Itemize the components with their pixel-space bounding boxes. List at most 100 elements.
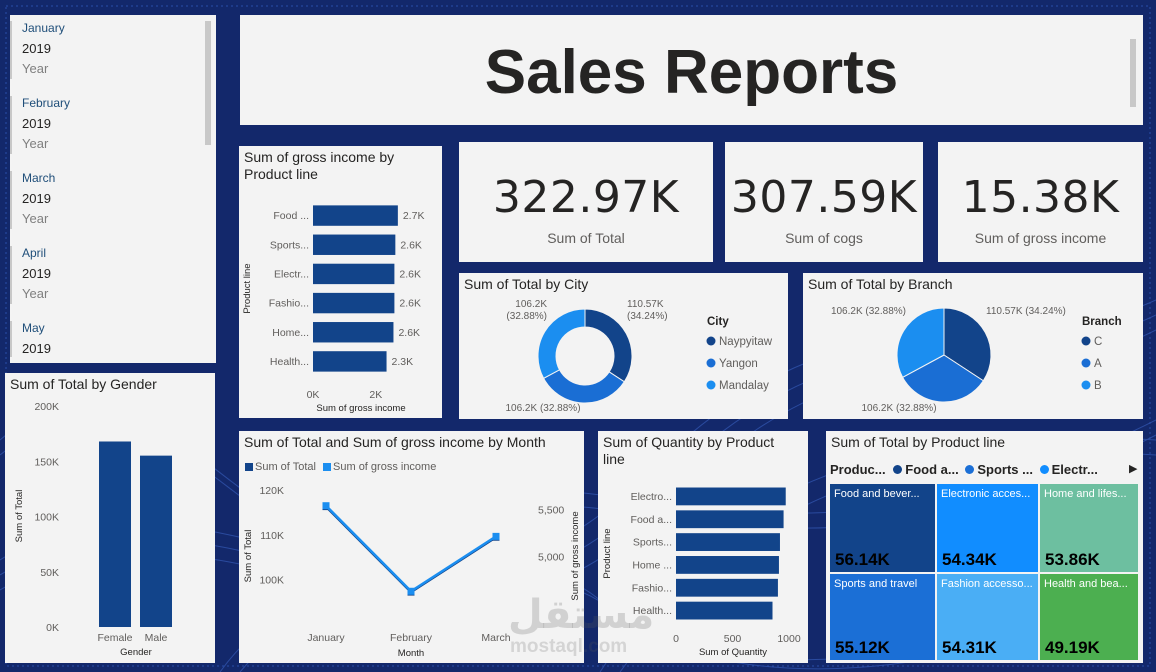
chart-title: Sum of Total by Branch [808, 276, 953, 292]
category-label: Home... [272, 327, 309, 339]
month-line-chart: 120K 110K 100K 5,500 5,000 January February Mar… [243, 485, 581, 659]
y-axis-title: Product line [242, 263, 253, 313]
category-label: Electro... [631, 491, 672, 503]
kpi-card-gross-income: 15.38K Sum of gross income [938, 142, 1143, 262]
category-label: Sports... [270, 239, 309, 251]
slicer-item-year[interactable]: 2019 [22, 41, 51, 56]
slicer-item-month[interactable]: January [22, 21, 65, 35]
slicer-item-year[interactable]: 2019 [22, 341, 51, 356]
treemap-cell-label: Fashion accesso... [941, 578, 1033, 590]
treemap-cell-value: 49.19K [1045, 638, 1100, 657]
treemap-cell[interactable]: Health and bea... 49.19K [1040, 574, 1138, 660]
y-axis-title: Product line [602, 528, 613, 578]
legend-marker [323, 463, 332, 472]
treemap-cell-label: Home and lifes... [1044, 488, 1127, 500]
legend-item: C [1094, 336, 1102, 348]
chart-title: Sum of Total by Product line [831, 434, 1006, 450]
slicer-scrollbar[interactable] [205, 21, 211, 145]
kpi-value: 15.38K [961, 172, 1120, 223]
legend-item: Naypyitaw [719, 336, 773, 348]
category-label: Female [97, 632, 132, 644]
treemap-cell[interactable]: Fashion accesso... 54.31K [937, 574, 1038, 660]
x-tick-label: 500 [724, 633, 742, 645]
gender-chart-card: Sum of Total by Gender 200K 150K 100K 50K 0K… [5, 373, 215, 663]
kpi-card-total: 322.97K Sum of Total [459, 142, 713, 262]
data-label: 2.6K [400, 239, 422, 251]
data-label: 2.6K [398, 327, 420, 339]
treemap-cell[interactable]: Home and lifes... 53.86K [1040, 484, 1138, 572]
y-tick-label: 100K [259, 575, 284, 587]
x-axis-title: Sum of gross income [316, 403, 405, 414]
chart-title: Sum of Quantity by Product line [603, 434, 775, 467]
slicer-item-divider [10, 96, 12, 154]
slicer-item-year[interactable]: 2019 [22, 116, 51, 131]
x-tick-label: 2K [369, 389, 382, 401]
data-label: 2.6K [399, 298, 421, 310]
treemap-cell-label: Food and bever... [834, 488, 920, 500]
watermark-arabic: مستقل [508, 593, 655, 637]
gender-bar-chart: 200K 150K 100K 50K 0K Female Male Gender Sum of … [14, 401, 172, 658]
y-tick-label: 0K [46, 622, 59, 634]
y-axis-title: Sum of Total [14, 490, 25, 543]
treemap: Food and bever... 56.14K Electronic acces.… [830, 484, 1138, 660]
legend-item: Sum of gross income [333, 461, 437, 473]
legend-title: Branch [1082, 316, 1122, 328]
data-label: 2.3K [392, 356, 414, 368]
bar [676, 578, 778, 597]
city-chart-card: Sum of Total by City 110.57K (34.24%) 106.… [459, 273, 788, 419]
legend-item: A [1094, 358, 1102, 370]
slicer-item-field[interactable]: Year [22, 286, 49, 301]
header-scrollbar[interactable] [1130, 39, 1136, 107]
y-tick-label: 50K [40, 567, 59, 579]
month-slicer[interactable]: January 2019 Year February 2019 Year March 2019… [10, 15, 216, 363]
kpi-label: Sum of Total [547, 230, 625, 246]
bar [676, 533, 780, 551]
page-title: Sales Reports [484, 38, 899, 107]
legend-marker [1081, 380, 1091, 390]
treemap-cell[interactable]: Sports and travel 55.12K [830, 574, 935, 660]
pie-slice [896, 307, 945, 379]
month-line-chart-card: Sum of Total and Sum of gross income by … [239, 431, 584, 663]
legend-marker [965, 465, 975, 474]
legend-item: Food a... [905, 462, 959, 477]
slicer-item-divider [10, 321, 12, 357]
legend-marker [706, 358, 716, 368]
category-label: Food a... [631, 514, 672, 526]
slicer-item-field[interactable]: Year [22, 61, 49, 76]
category-label: Fashio... [632, 582, 672, 594]
legend-next-arrow-icon[interactable]: ▶ [1129, 463, 1138, 475]
y-right-tick-label: 5,000 [538, 551, 564, 563]
category-label: Electr... [274, 268, 309, 280]
series-line [325, 504, 497, 593]
y-tick-label: 100K [34, 512, 59, 524]
legend-item: Mandalay [719, 380, 769, 392]
y-right-tick-label: 5,500 [538, 504, 564, 516]
pie-slice [584, 308, 633, 383]
legend-item: Yangon [719, 358, 758, 370]
x-axis-title: Gender [120, 647, 152, 658]
x-axis-title: Sum of Quantity [699, 647, 767, 658]
category-label: Food ... [273, 210, 309, 222]
x-tick-label: January [307, 632, 345, 644]
category-label: Sports... [633, 537, 672, 549]
data-label: 106.2K (32.88%) [861, 403, 936, 414]
x-tick-label: 1000 [777, 633, 801, 645]
kpi-card-cogs: 307.59K Sum of cogs [725, 142, 923, 262]
slicer-item-month[interactable]: February [22, 96, 71, 110]
gross-income-chart-card: Sum of gross income by Product line Food … [239, 146, 442, 418]
treemap-cell-value: 53.86K [1045, 550, 1100, 569]
series-point [322, 502, 330, 510]
slicer-item-year[interactable]: 2019 [22, 191, 51, 206]
chart-title: Sum of Total and Sum of gross income by … [244, 434, 546, 450]
treemap-cell[interactable]: Food and bever... 56.14K [830, 484, 935, 572]
treemap-legend: Produc... Food a... Sports ... Electr... [830, 462, 1098, 477]
slicer-item-field[interactable]: Year [22, 136, 49, 151]
slicer-item-field[interactable]: Year [22, 211, 49, 226]
category-label: Fashio... [269, 298, 309, 310]
treemap-cell[interactable]: Electronic acces... 54.34K [937, 484, 1038, 572]
chart-title: Sum of gross income by Product line [244, 149, 395, 182]
slicer-item-month[interactable]: March [22, 171, 56, 185]
slicer-item-year[interactable]: 2019 [22, 266, 51, 281]
slicer-item-month[interactable]: April [22, 246, 47, 260]
slicer-item-month[interactable]: May [22, 321, 45, 335]
